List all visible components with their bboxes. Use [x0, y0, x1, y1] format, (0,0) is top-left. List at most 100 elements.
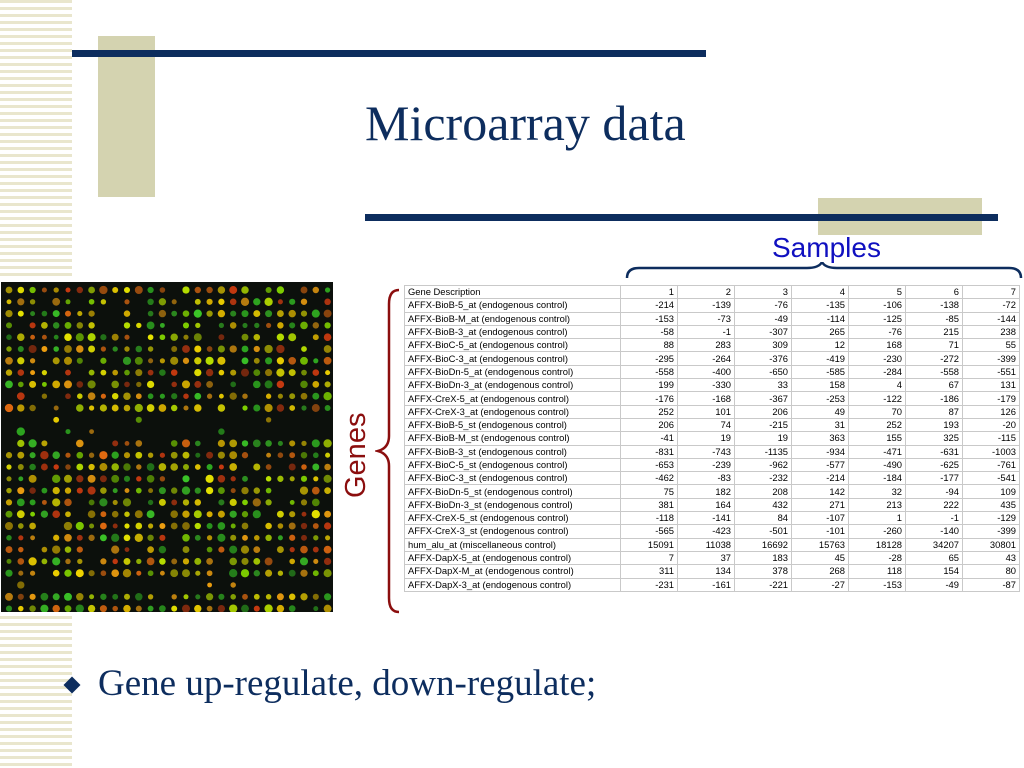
- microarray-spot: [183, 594, 189, 600]
- microarray-spot: [194, 464, 201, 470]
- expression-value-cell: 15091: [620, 537, 678, 552]
- microarray-spot: [5, 286, 13, 294]
- microarray-spot: [88, 310, 95, 317]
- microarray-spot: [100, 522, 107, 530]
- microarray-spot: [311, 510, 320, 519]
- microarray-spot: [289, 322, 296, 329]
- microarray-spot: [206, 380, 214, 388]
- microarray-spot: [5, 369, 13, 376]
- microarray-spot: [147, 369, 154, 376]
- microarray-spot: [159, 570, 165, 576]
- expression-value-cell: 65: [905, 550, 963, 566]
- microarray-spot: [299, 486, 309, 495]
- table-row: AFFX-CreX-3_at (endogenous control) 252 10…: [404, 404, 1020, 419]
- microarray-spot: [194, 404, 202, 412]
- microarray-spot: [64, 333, 72, 341]
- microarray-spot: [135, 451, 143, 459]
- table-row: AFFX-BioC-5_at (endogenous control) 88 283…: [404, 338, 1020, 353]
- microarray-spot: [301, 511, 307, 517]
- microarray-spot: [159, 452, 166, 458]
- microarray-spot: [276, 333, 285, 341]
- microarray-spot: [135, 369, 143, 377]
- microarray-spot: [229, 451, 238, 460]
- microarray-spot: [217, 533, 226, 542]
- microarray-spot: [17, 298, 25, 306]
- microarray-spot: [4, 403, 14, 413]
- microarray-spot: [194, 380, 202, 388]
- microarray-spot: [146, 475, 155, 483]
- microarray-spot: [253, 593, 260, 600]
- microarray-spot: [288, 569, 296, 577]
- microarray-spot: [18, 546, 24, 553]
- expression-value-cell: -73: [677, 311, 735, 326]
- microarray-spot: [17, 487, 25, 495]
- microarray-spot: [182, 522, 190, 530]
- microarray-spot: [266, 452, 272, 458]
- gene-description-cell: AFFX-BioC-5_st (endogenous control): [404, 457, 621, 473]
- microarray-spot: [112, 593, 119, 600]
- microarray-spot: [6, 487, 12, 494]
- gene-description-cell: hum_alu_at (miscellaneous control): [404, 537, 621, 552]
- microarray-spot: [230, 523, 236, 529]
- microarray-spot: [323, 604, 332, 612]
- microarray-spot: [301, 440, 307, 447]
- microarray-spot: [170, 522, 178, 530]
- microarray-spot: [41, 346, 48, 352]
- expression-value-cell: 134: [677, 564, 735, 579]
- expression-value-cell: 168: [848, 338, 906, 353]
- microarray-spot: [324, 522, 332, 530]
- microarray-spot: [63, 521, 73, 531]
- microarray-spot: [30, 535, 36, 541]
- expression-value-cell: -27: [791, 577, 849, 592]
- microarray-spot: [28, 557, 37, 566]
- microarray-spot: [64, 345, 72, 353]
- expression-value-cell: -186: [905, 391, 963, 406]
- microarray-spot: [147, 346, 154, 352]
- expression-value-cell: 222: [905, 497, 963, 513]
- microarray-spot: [241, 286, 249, 294]
- microarray-spot: [277, 322, 284, 329]
- microarray-spot: [312, 322, 320, 329]
- microarray-spot: [182, 451, 190, 459]
- microarray-spot: [64, 487, 72, 494]
- microarray-spot: [195, 594, 201, 600]
- microarray-spot: [76, 451, 84, 459]
- microarray-spot: [289, 558, 296, 565]
- microarray-spot: [41, 487, 48, 494]
- microarray-spot: [230, 310, 237, 317]
- expression-value-cell: 158: [791, 378, 849, 393]
- microarray-spot: [254, 322, 260, 329]
- microarray-spot: [312, 546, 319, 553]
- microarray-spot: [313, 358, 319, 364]
- microarray-spot: [277, 393, 283, 399]
- expression-value-cell: 435: [962, 497, 1020, 513]
- microarray-spot: [124, 511, 130, 517]
- table-row: AFFX-BioB-5_st (endogenous control) 206 74…: [404, 417, 1020, 433]
- expression-value-cell: -367: [734, 391, 792, 406]
- microarray-spot: [147, 546, 154, 553]
- microarray-spot: [264, 380, 273, 389]
- microarray-spot: [148, 488, 154, 494]
- microarray-spot: [312, 369, 320, 376]
- expression-value-cell: -125: [848, 311, 906, 326]
- microarray-spot: [230, 369, 237, 376]
- microarray-spot: [229, 545, 238, 554]
- expression-value-cell: -934: [791, 444, 849, 459]
- microarray-spot: [193, 510, 202, 519]
- microarray-spot: [124, 299, 130, 305]
- microarray-spot: [6, 464, 12, 470]
- microarray-spot: [75, 604, 84, 612]
- microarray-spot: [99, 534, 107, 542]
- expression-value-cell: -49: [905, 577, 963, 592]
- microarray-spot: [99, 475, 107, 483]
- microarray-spot: [100, 299, 107, 305]
- microarray-spot: [17, 345, 24, 353]
- microarray-spot: [276, 546, 284, 554]
- microarray-spot: [77, 311, 83, 317]
- microarray-spot: [277, 570, 284, 576]
- microarray-spot: [52, 569, 60, 577]
- expression-value-cell: -551: [962, 364, 1020, 380]
- expression-value-cell: -471: [848, 444, 906, 459]
- microarray-spot: [230, 594, 236, 600]
- microarray-spot: [87, 380, 96, 389]
